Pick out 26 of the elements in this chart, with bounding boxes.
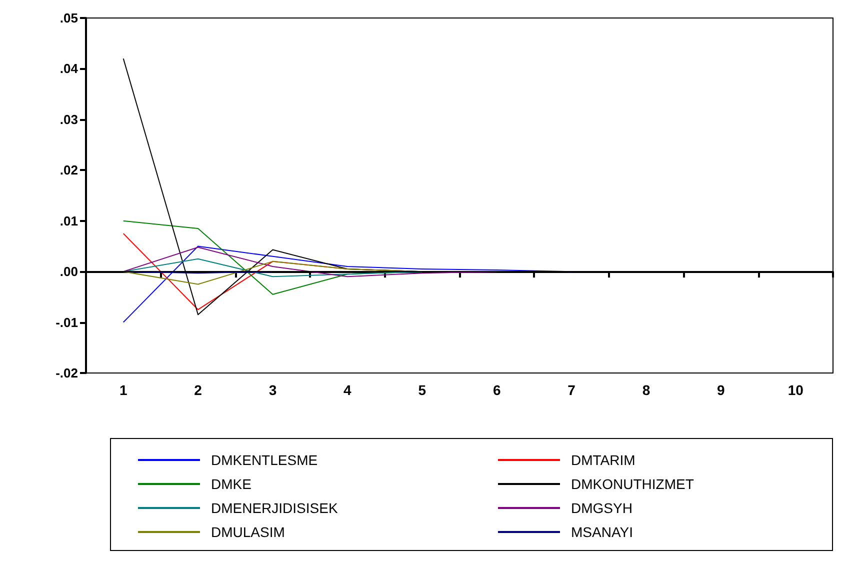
legend-label: MSANAYI — [571, 524, 633, 540]
y-tick-label: .04 — [60, 61, 79, 76]
x-tick-label: 5 — [418, 382, 426, 398]
y-tick-label: .00 — [60, 264, 78, 280]
x-tick-label: 10 — [788, 382, 804, 398]
x-tick-label: 2 — [194, 382, 202, 398]
y-tick-label: .03 — [60, 112, 78, 127]
y-tick-label: -.01 — [56, 314, 78, 330]
x-tick-label: 6 — [492, 382, 501, 398]
legend-label: DMGSYH — [571, 500, 632, 516]
x-tick-label: 9 — [717, 382, 726, 398]
legend-label: DMULASIM — [211, 524, 285, 540]
legend-label: DMKE — [211, 476, 252, 492]
x-tick-label: 7 — [568, 382, 576, 398]
y-tick-label: .05 — [60, 10, 78, 26]
y-tick-label: .01 — [60, 213, 78, 228]
x-tick-label: 8 — [642, 382, 650, 398]
x-tick-label: 1 — [119, 382, 128, 398]
legend-label: DMKONUTHIZMET — [571, 476, 694, 492]
y-tick-label: -.02 — [56, 366, 78, 380]
x-tick-label: 3 — [268, 382, 277, 398]
legend-label: DMTARIM — [571, 452, 636, 468]
legend-label: DMKENTLESME — [211, 452, 318, 468]
legend-label: DMENERJIDISISEK — [211, 500, 338, 516]
y-tick-label: .02 — [60, 162, 78, 178]
x-tick-label: 4 — [344, 382, 352, 398]
